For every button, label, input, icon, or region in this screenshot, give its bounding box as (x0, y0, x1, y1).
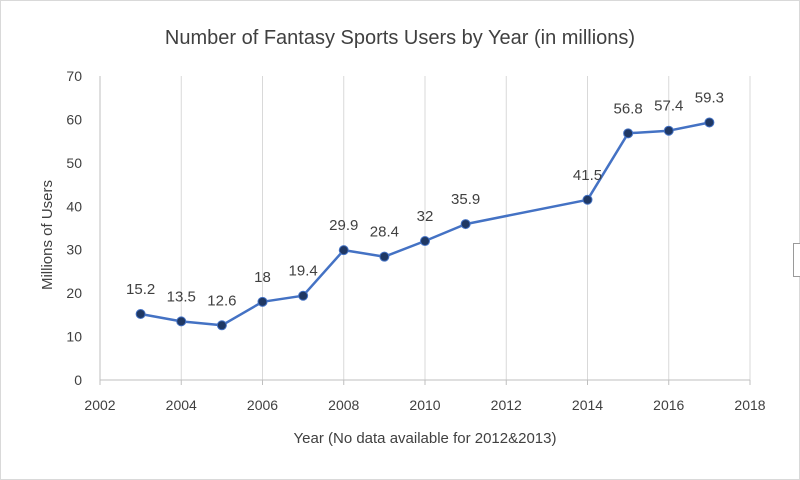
y-tick-label: 60 (66, 111, 82, 127)
x-tick-label: 2008 (328, 397, 359, 413)
x-tick-label: 2010 (409, 397, 440, 413)
data-point (704, 117, 715, 128)
x-tick-label: 2014 (572, 397, 603, 413)
data-point (379, 251, 390, 262)
y-tick-label: 30 (66, 242, 82, 258)
gridlines (180, 76, 751, 380)
x-tick-labels: 2002 2004 2006 2008 2010 2012 2014 2016 2018 (84, 397, 765, 413)
data-label: 18 (254, 269, 271, 286)
data-label: 32 (417, 208, 434, 225)
data-label: 12.6 (207, 292, 236, 309)
data-point (460, 219, 471, 230)
y-tick-label: 20 (66, 285, 82, 301)
resize-handle[interactable] (793, 243, 800, 277)
data-label: 41.5 (573, 167, 602, 184)
data-point (135, 308, 146, 319)
data-point (582, 194, 593, 205)
y-tick-label: 40 (66, 198, 82, 214)
y-tick-labels: 0 10 20 30 40 50 60 70 (66, 68, 82, 388)
axes (99, 76, 751, 385)
data-label: 19.4 (289, 263, 318, 280)
y-tick-label: 0 (74, 372, 82, 388)
chart-title: Number of Fantasy Sports Users by Year (… (165, 27, 635, 49)
data-label: 35.9 (451, 191, 480, 208)
x-tick-label: 2016 (653, 397, 684, 413)
data-label: 59.3 (695, 89, 724, 106)
x-tick-label: 2012 (491, 397, 522, 413)
y-tick-label: 10 (66, 329, 82, 345)
x-tick-label: 2006 (247, 397, 278, 413)
data-point (257, 296, 268, 307)
data-labels: 15.2 13.5 12.6 18 19.4 29.9 28.4 32 35.9 41.5 56.8… (126, 89, 724, 309)
data-point (623, 128, 634, 139)
x-axis-label: Year (No data available for 2012&2013) (294, 430, 557, 447)
data-point (298, 290, 309, 301)
y-tick-label: 70 (66, 68, 82, 84)
data-label: 28.4 (370, 224, 399, 241)
data-label: 29.9 (329, 217, 358, 234)
data-point (338, 245, 349, 256)
y-tick-label: 50 (66, 155, 82, 171)
data-point (420, 236, 430, 247)
x-tick-label: 2018 (734, 397, 765, 413)
x-tick-label: 2002 (84, 397, 115, 413)
data-label: 57.4 (654, 98, 683, 115)
data-point (663, 125, 674, 136)
data-point (216, 320, 227, 331)
data-point (176, 316, 187, 327)
y-axis-label: Millions of Users (39, 180, 56, 290)
data-label: 15.2 (126, 281, 155, 298)
data-points (135, 117, 715, 331)
x-tick-label: 2004 (166, 397, 197, 413)
data-label: 13.5 (167, 288, 196, 305)
data-label: 56.8 (614, 100, 643, 117)
